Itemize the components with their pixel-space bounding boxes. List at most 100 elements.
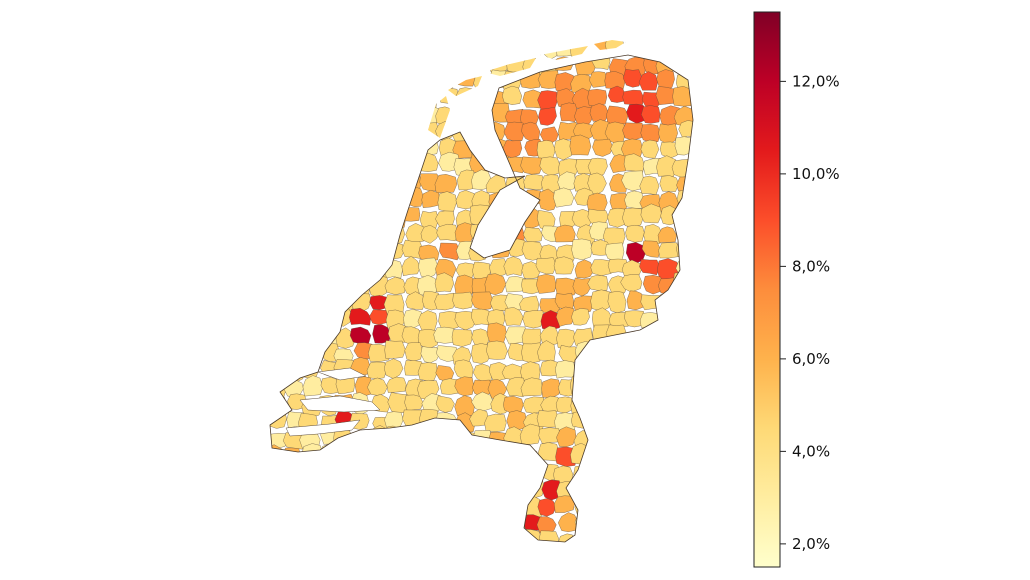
municipality-region — [354, 477, 375, 496]
municipality-region — [575, 341, 597, 361]
municipality-region — [573, 295, 594, 314]
municipality-region — [285, 365, 305, 383]
municipality-region — [671, 357, 693, 379]
municipality-region — [351, 72, 374, 93]
municipality-region — [284, 20, 303, 39]
colorbar-tick-label: 4,0% — [792, 442, 830, 460]
municipality-region — [422, 546, 441, 566]
municipality-region — [626, 332, 645, 349]
municipality-region — [270, 396, 287, 414]
municipality-region — [454, 40, 476, 58]
municipality-region — [658, 123, 678, 145]
municipality-region — [270, 172, 271, 193]
municipality-region — [386, 497, 407, 516]
municipality-region — [302, 56, 322, 75]
municipality-region — [673, 271, 692, 293]
municipality-region — [519, 529, 542, 542]
municipality-region — [299, 342, 318, 362]
municipality-region — [638, 426, 658, 445]
municipality-region — [404, 143, 426, 160]
municipality-region — [270, 239, 273, 260]
municipality-region — [571, 209, 594, 229]
municipality-region — [656, 465, 677, 484]
municipality-region — [270, 515, 287, 534]
municipality-region — [370, 495, 393, 515]
municipality-region — [354, 191, 375, 210]
municipality-region — [569, 40, 593, 60]
municipality-region — [607, 291, 627, 314]
municipality-region — [401, 445, 423, 463]
colorbar — [753, 11, 781, 568]
municipality-region — [520, 377, 543, 397]
municipality-region — [537, 210, 556, 230]
municipality-region — [554, 138, 573, 161]
municipality-region — [337, 274, 359, 296]
municipality-region — [321, 159, 340, 175]
municipality-region — [507, 205, 528, 226]
municipality-region — [401, 256, 421, 276]
municipality-region — [607, 429, 627, 452]
municipality-region — [607, 394, 627, 415]
municipality-region — [676, 224, 693, 243]
municipality-region — [316, 122, 337, 142]
municipality-region — [270, 496, 287, 515]
municipality-region — [590, 289, 613, 312]
municipality-region — [439, 511, 461, 531]
municipality-region — [316, 175, 339, 194]
municipality-region — [520, 71, 541, 89]
municipality-region — [333, 528, 355, 542]
municipality-region — [435, 412, 458, 430]
municipality-region — [660, 530, 681, 542]
municipality-region — [626, 412, 647, 431]
municipality-region — [536, 274, 557, 294]
municipality-region — [640, 347, 661, 365]
municipality-region — [314, 191, 336, 213]
municipality-region — [404, 342, 423, 362]
municipality-region — [286, 121, 306, 140]
municipality-region — [678, 120, 693, 138]
municipality-region — [603, 227, 626, 246]
municipality-region — [303, 121, 324, 140]
municipality-region — [472, 497, 492, 520]
municipality-region — [605, 545, 627, 564]
municipality-region — [355, 55, 374, 72]
municipality-region — [637, 408, 660, 431]
municipality-region — [674, 426, 693, 445]
municipality-region — [349, 459, 370, 480]
municipality-region — [587, 550, 607, 568]
municipality-region — [286, 259, 307, 279]
municipality-region — [315, 258, 335, 277]
municipality-region — [400, 552, 421, 567]
municipality-region — [638, 71, 658, 91]
municipality-region — [366, 175, 387, 195]
municipality-region — [298, 259, 318, 277]
municipality-region — [400, 156, 422, 174]
municipality-region — [523, 174, 545, 191]
municipality-region — [609, 409, 630, 429]
municipality-region — [488, 443, 511, 464]
municipality-region — [540, 126, 559, 145]
municipality-region — [641, 461, 662, 484]
municipality-region — [332, 124, 353, 144]
municipality-region — [472, 125, 494, 142]
municipality-region — [282, 40, 304, 55]
municipality-region — [403, 517, 426, 537]
municipality-region — [383, 528, 407, 542]
municipality-region — [383, 158, 403, 174]
municipality-region — [624, 509, 644, 532]
municipality-region — [454, 274, 475, 297]
municipality-region — [352, 122, 373, 141]
municipality-region — [318, 443, 341, 461]
municipality-region — [539, 156, 561, 177]
municipality-region — [401, 496, 423, 515]
municipality-region — [282, 190, 301, 213]
municipality-region — [368, 187, 388, 207]
municipality-region — [333, 40, 354, 42]
municipality-region — [454, 55, 476, 78]
municipality-region — [299, 479, 318, 501]
municipality-region — [270, 153, 287, 176]
municipality-region — [435, 478, 455, 496]
municipality-region — [622, 122, 644, 141]
municipality-region — [270, 407, 287, 429]
municipality-region — [285, 157, 306, 177]
